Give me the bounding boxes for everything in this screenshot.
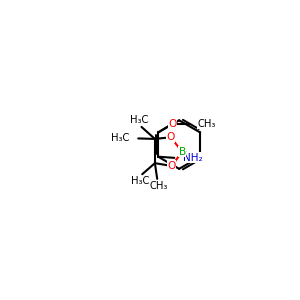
Text: H₃C: H₃C <box>111 134 130 143</box>
Text: O: O <box>168 119 177 129</box>
Text: H₃C: H₃C <box>130 115 149 124</box>
Text: CH₃: CH₃ <box>149 181 167 191</box>
Text: NH₂: NH₂ <box>183 153 203 163</box>
Text: O: O <box>167 132 175 142</box>
Text: O: O <box>168 161 176 171</box>
Text: CH₃: CH₃ <box>197 119 216 129</box>
Text: B: B <box>178 147 186 157</box>
Text: H₃C: H₃C <box>131 176 150 186</box>
